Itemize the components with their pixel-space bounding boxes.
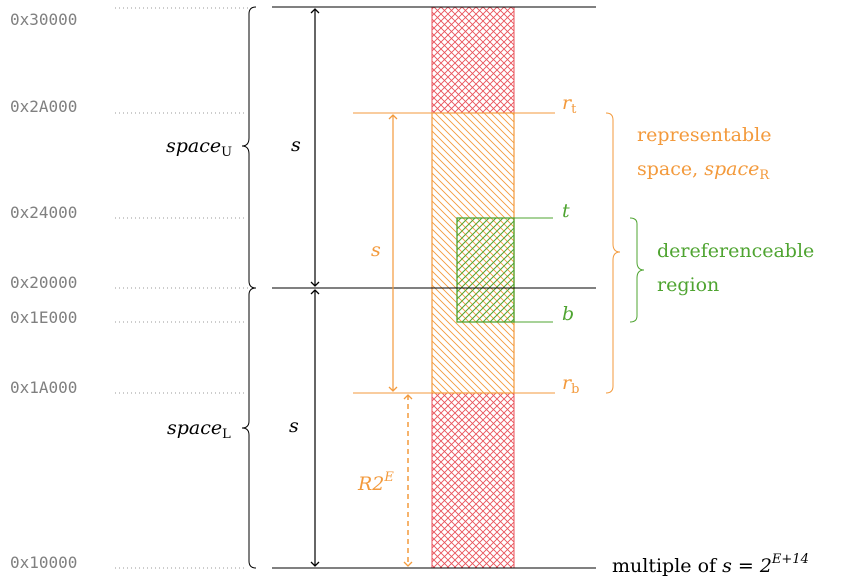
unrepresentable-lower-region	[431, 392, 515, 569]
address-label-0x30000: 0x30000	[10, 10, 77, 29]
representable-label-line2: space, spaceR	[637, 158, 770, 183]
space-upper-label: spaceU	[166, 135, 232, 160]
rt-label: rt	[562, 92, 577, 117]
t-label: t	[562, 200, 570, 222]
s-lower-label: s	[289, 415, 299, 437]
address-label-0x1E000: 0x1E000	[10, 308, 77, 327]
space-upper-brace	[241, 6, 257, 289]
dereferenceable-label-line1: dereferenceable	[657, 240, 814, 262]
representable-brace	[605, 112, 621, 394]
dereferenceable-label-line2: region	[657, 274, 719, 296]
s-orange-label: s	[371, 239, 381, 261]
dereferenceable-brace	[629, 217, 645, 323]
representable-label-line1: representable	[637, 124, 772, 146]
b-label: b	[562, 303, 574, 325]
s-upper-label: s	[291, 134, 301, 156]
address-label-0x2A000: 0x2A000	[10, 97, 77, 116]
dotted-leaders	[115, 7, 248, 569]
space-lower-brace	[241, 287, 257, 569]
address-label-0x1A000: 0x1A000	[10, 378, 77, 397]
multiple-of-s-caption: multiple of s = 2E+14	[612, 552, 809, 577]
space-lower-label: spaceL	[167, 417, 231, 442]
rb-label: rb	[562, 372, 579, 397]
address-label-0x20000: 0x20000	[10, 273, 77, 292]
address-label-0x10000: 0x10000	[10, 553, 77, 572]
address-label-0x24000: 0x24000	[10, 203, 77, 222]
r2e-label: R2E	[357, 470, 394, 495]
dereferenceable-region-box	[456, 217, 515, 323]
unrepresentable-upper-region	[431, 6, 515, 114]
